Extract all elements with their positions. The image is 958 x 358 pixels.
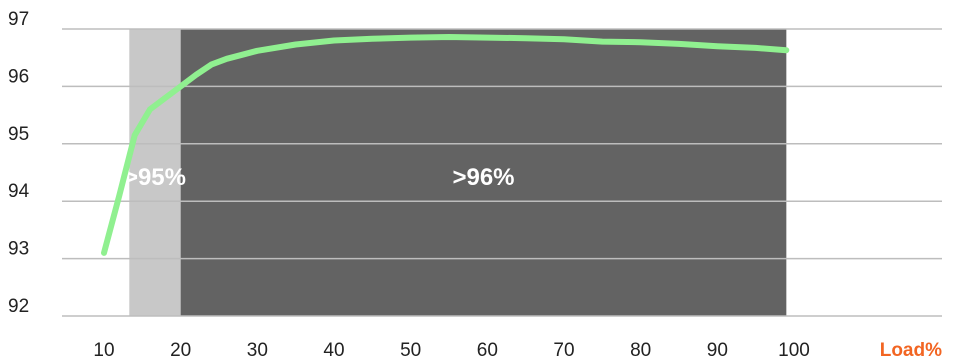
y-tick-label: 95 (8, 124, 29, 145)
x-tick-label: 60 (477, 340, 498, 358)
y-axis-ticks: 92 93 94 95 96 97 (8, 9, 30, 317)
x-tick-label: 40 (323, 340, 344, 358)
series-lines (101, 34, 790, 256)
region-band-0 (129, 29, 181, 316)
y-tick-label: 96 (8, 66, 29, 87)
x-tick-label: 30 (247, 340, 268, 358)
x-tick-label: 80 (630, 340, 651, 358)
x-tick-label: 100 (778, 340, 810, 358)
y-tick-label: 92 (8, 296, 29, 317)
region-label-0: >95% (124, 164, 186, 191)
y-tick-label: 94 (8, 181, 30, 202)
y-tick-label: 93 (8, 239, 29, 260)
x-tick-label: 50 (400, 340, 421, 358)
series-line-0 (101, 34, 790, 256)
grid-lines (62, 28, 942, 317)
x-tick-label: 10 (93, 340, 114, 358)
x-tick-label: 90 (707, 340, 728, 358)
region-band-1 (180, 29, 787, 316)
region-labels: >95% >96% (124, 164, 515, 191)
x-axis-ticks: 10 20 30 40 50 60 70 80 90 100 (93, 340, 809, 358)
y-tick-label: 97 (8, 9, 29, 30)
shaded-regions (129, 29, 787, 316)
x-tick-label: 20 (170, 340, 191, 358)
x-tick-label: 70 (553, 340, 574, 358)
x-axis-label: Load% (880, 340, 942, 358)
region-label-1: >96% (452, 164, 514, 191)
